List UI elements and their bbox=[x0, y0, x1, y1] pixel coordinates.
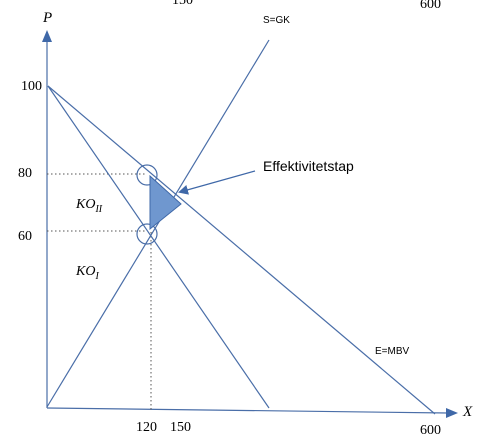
ko-two-sub: II bbox=[94, 204, 102, 215]
demand-line bbox=[47, 85, 436, 415]
marginal-revenue-line bbox=[47, 85, 270, 409]
ko-one-sub: I bbox=[94, 271, 99, 282]
ko-two-label: KOII bbox=[75, 197, 103, 215]
y-axis-label: P bbox=[42, 10, 52, 26]
x-axis-label: X bbox=[462, 404, 473, 420]
top-tick-600: 600 bbox=[420, 0, 441, 12]
supply-label: S=GK bbox=[263, 15, 290, 26]
x-tick-150: 150 bbox=[170, 420, 191, 435]
x-axis bbox=[46, 407, 449, 414]
top-tick-150: 150 bbox=[172, 0, 193, 8]
demand-label: E=MBV bbox=[375, 346, 410, 357]
y-tick-100: 100 bbox=[21, 79, 42, 94]
x-tick-120: 120 bbox=[136, 420, 157, 435]
deadweight-loss-triangle bbox=[149, 174, 182, 231]
y-axis-arrow bbox=[42, 30, 52, 42]
mr-mc-circle bbox=[136, 223, 158, 245]
monopoly-price-circle bbox=[136, 164, 158, 186]
y-tick-80: 80 bbox=[18, 166, 32, 181]
ko-one-main: KO bbox=[75, 264, 95, 279]
y-tick-60: 60 bbox=[18, 229, 32, 244]
x-axis-arrow bbox=[446, 408, 458, 418]
x-tick-600: 600 bbox=[420, 423, 441, 438]
ko-two-main: KO bbox=[75, 197, 95, 212]
loss-pointer-arrow bbox=[178, 170, 256, 195]
supply-line bbox=[46, 39, 270, 408]
loss-label: Effektivitetstap bbox=[263, 158, 354, 174]
ko-one-label: KOI bbox=[75, 264, 99, 282]
